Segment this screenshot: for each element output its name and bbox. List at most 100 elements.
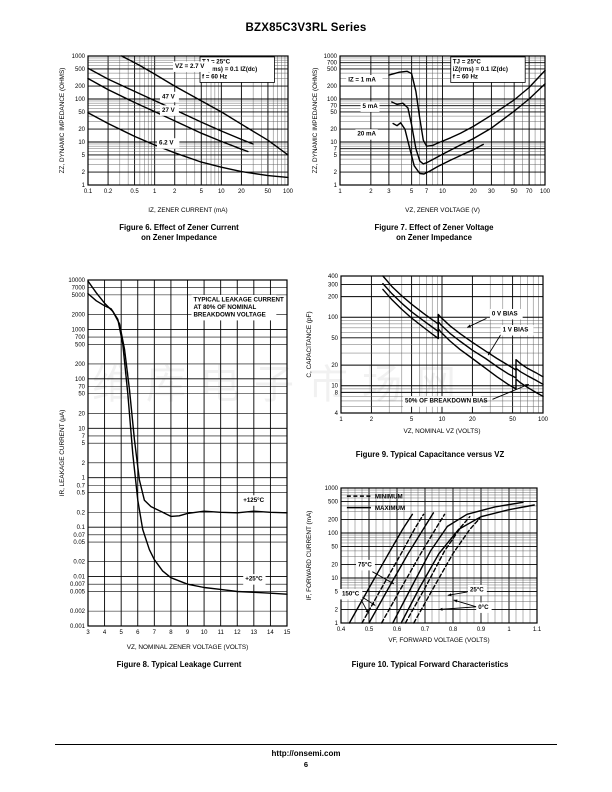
svg-text:1: 1 [335,621,339,627]
series-0-v-bias [382,275,544,378]
svg-text:500: 500 [327,67,338,73]
svg-text:200: 200 [75,362,86,368]
figure9-caption-line1: Figure 9. Typical Capacitance versus VZ [355,450,505,459]
svg-text:1: 1 [153,189,157,195]
series-6-2-v [87,112,289,179]
series-vz-2-7-v [121,55,289,156]
figure10-caption: Figure 10. Typical Forward Characteristi… [300,660,560,670]
svg-text:AT 80% OF NOMINAL: AT 80% OF NOMINAL [193,304,256,311]
svg-text:100: 100 [328,531,339,537]
svg-text:500: 500 [75,342,86,348]
svg-text:TYPICAL LEAKAGE CURRENT: TYPICAL LEAKAGE CURRENT [193,296,284,303]
svg-text:5 mA: 5 mA [363,103,379,110]
svg-text:0.02: 0.02 [73,560,85,566]
svg-text:IF, FORWARD CURRENT (mA): IF, FORWARD CURRENT (mA) [306,511,313,601]
series-50-of-breakdown-bias [382,288,544,398]
svg-text:0.1: 0.1 [84,189,93,195]
series--25-c [87,292,288,595]
svg-text:6: 6 [136,630,140,636]
svg-text:100: 100 [75,377,86,383]
series-1-v-bias [382,282,544,385]
svg-text:25°C: 25°C [470,587,484,594]
svg-text:2: 2 [173,189,177,195]
svg-text:50: 50 [78,392,85,398]
svg-text:20: 20 [78,411,85,417]
svg-text:2: 2 [370,417,374,423]
series-20-ma [392,122,484,175]
svg-text:5: 5 [82,153,86,159]
svg-text:0.7: 0.7 [421,627,430,633]
series-75-c-maximum [368,512,435,624]
svg-text:500: 500 [75,67,86,73]
svg-text:VF, FORWARD VOLTAGE (VOLTS): VF, FORWARD VOLTAGE (VOLTS) [388,637,489,644]
svg-text:+25°C: +25°C [245,576,263,583]
svg-text:VZ, ZENER VOLTAGE (V): VZ, ZENER VOLTAGE (V) [405,207,480,214]
svg-text:4: 4 [335,411,339,417]
svg-text:2: 2 [335,608,339,614]
svg-text:1: 1 [339,417,343,423]
svg-text:10: 10 [439,189,446,195]
svg-text:10: 10 [330,140,337,146]
svg-text:14: 14 [267,630,274,636]
svg-text:9: 9 [186,630,190,636]
svg-text:20: 20 [330,127,337,133]
svg-text:50: 50 [511,189,518,195]
svg-text:0.05: 0.05 [73,540,85,546]
svg-text:MAXIMUM: MAXIMUM [375,505,405,512]
svg-text:10: 10 [218,189,225,195]
svg-text:7000: 7000 [72,286,86,292]
svg-text:7: 7 [82,434,86,440]
svg-text:50: 50 [330,110,337,116]
svg-text:200: 200 [328,295,339,301]
svg-text:100: 100 [538,417,549,423]
svg-text:200: 200 [327,84,338,90]
svg-text:0.5: 0.5 [77,491,86,497]
svg-text:500: 500 [328,500,339,506]
svg-text:10: 10 [331,576,338,582]
svg-text:8: 8 [335,390,339,396]
svg-text:0 V BIAS: 0 V BIAS [492,310,518,317]
svg-text:VZ, NOMINAL ZENER VOLTAGE (VOL: VZ, NOMINAL ZENER VOLTAGE (VOLTS) [127,644,249,651]
series-0-c-maximum [400,504,535,624]
series-25-c-maximum [392,501,524,624]
svg-text:20: 20 [470,189,477,195]
svg-text:10: 10 [439,417,446,423]
svg-text:70: 70 [78,385,85,391]
figure6-caption-line2: on Zener Impedance [141,233,217,242]
svg-text:10: 10 [78,140,85,146]
svg-text:4: 4 [103,630,107,636]
svg-text:1 V BIAS: 1 V BIAS [503,327,529,334]
footer-link[interactable]: http://onsemi.com [271,749,341,758]
svg-text:20: 20 [238,189,245,195]
svg-text:20: 20 [78,127,85,133]
svg-text:10: 10 [201,630,208,636]
svg-text:0.007: 0.007 [70,582,86,588]
figure6-caption: Figure 6. Effect of Zener Current on Zen… [55,223,303,243]
svg-text:5: 5 [334,153,338,159]
figure9-caption: Figure 9. Typical Capacitance versus VZ [300,450,560,460]
svg-text:VZ, NOMINAL VZ (VOLTS): VZ, NOMINAL VZ (VOLTS) [403,428,480,435]
svg-text:f = 60 Hz: f = 60 Hz [202,73,227,80]
svg-text:iZ(rms) = 0.1 IZ(dc): iZ(rms) = 0.1 IZ(dc) [453,66,508,73]
series-27-v [87,77,249,153]
svg-text:12: 12 [234,630,241,636]
svg-text:2: 2 [82,170,86,176]
svg-text:1: 1 [507,627,511,633]
svg-text:IR, LEAKAGE CURRENT (μA): IR, LEAKAGE CURRENT (μA) [59,410,66,497]
svg-text:0°C: 0°C [478,604,489,611]
svg-text:13: 13 [250,630,257,636]
figure8-caption-line1: Figure 8. Typical Leakage Current [116,660,242,669]
svg-text:1.1: 1.1 [533,627,542,633]
svg-text:20: 20 [331,363,338,369]
series-5-ma [391,83,546,165]
svg-text:0.005: 0.005 [70,590,86,596]
svg-text:100: 100 [327,97,338,103]
svg-text:VZ = 2.7 V: VZ = 2.7 V [175,63,205,70]
svg-text:50: 50 [78,110,85,116]
page-number: 6 [303,760,309,769]
figure10-caption-line1: Figure 10. Typical Forward Characteristi… [351,660,509,669]
svg-text:5: 5 [410,417,414,423]
svg-text:IZ = 1 mA: IZ = 1 mA [348,76,376,83]
svg-text:ZZ, DYNAMIC IMPEDANCE (OHMS): ZZ, DYNAMIC IMPEDANCE (OHMS) [59,68,66,174]
